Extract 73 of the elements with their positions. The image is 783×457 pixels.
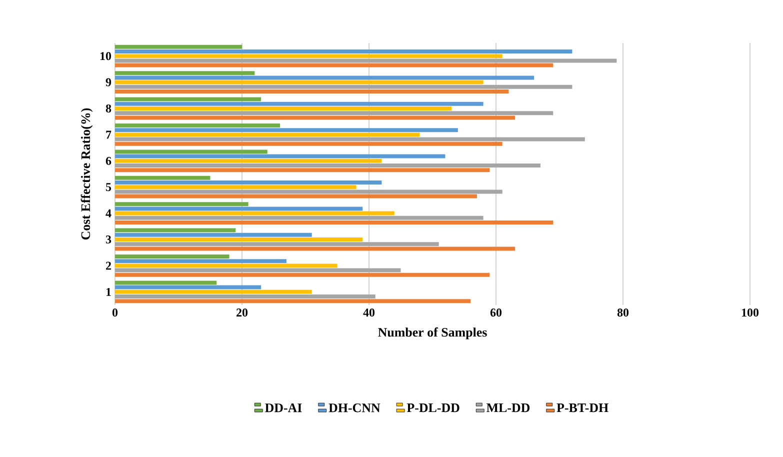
x-axis-title: Number of Samples [378,327,487,340]
bar [115,280,217,285]
bar [115,168,490,172]
bar [115,264,338,268]
bar [115,54,502,58]
bar [115,211,394,216]
bar [115,176,210,180]
bar [115,299,471,304]
bar [115,137,585,142]
bar [115,238,363,242]
bar [115,185,356,190]
bar [115,294,376,299]
bar [115,124,280,128]
bar [115,246,516,251]
bar [115,102,484,106]
bar [115,116,516,120]
bar [115,190,502,194]
bar [115,106,452,110]
legend-label: DH-CNN [328,404,380,412]
bar [115,268,401,272]
legend-label: P-BT-DH [556,404,608,412]
bar [115,84,572,89]
bar [115,80,484,84]
y-tick-label: 1 [106,288,111,296]
y-tick-label: 7 [106,130,112,139]
bar [115,49,572,54]
bar [115,290,312,294]
y-tick-label: 2 [106,262,111,270]
bar [115,194,477,198]
bar [115,216,484,220]
bar [115,76,534,80]
x-tick-label: 20 [236,308,248,317]
bar [115,254,230,259]
bar [115,272,490,277]
y-tick-label: 9 [106,78,112,86]
bar [115,63,554,68]
bar [115,142,502,146]
y-tick-label: 6 [106,156,112,165]
bar [115,128,458,132]
bar [115,58,617,63]
x-tick-label: 40 [363,308,375,317]
y-tick-label: 5 [106,183,112,192]
bar [115,220,554,224]
legend-label: DD-AI [265,404,302,412]
y-tick-label: 4 [106,209,112,218]
bar [115,259,286,264]
bar [115,97,262,102]
x-tick-label: 0 [112,308,118,317]
bar [115,111,554,116]
bar [115,89,509,94]
bar [115,232,312,237]
y-tick-label: 8 [106,104,112,113]
x-tick-label: 80 [617,308,629,317]
bar [115,71,255,76]
legend-label: P-DL-DD [406,404,460,412]
y-tick-label: 10 [100,52,112,60]
bar [115,206,363,211]
bar [115,285,262,290]
bar [115,132,420,137]
x-tick-label: 60 [490,308,502,317]
y-tick-label: 3 [106,235,112,244]
bar [115,158,382,163]
bar [115,150,268,154]
bar [115,180,382,184]
bar [115,154,446,158]
bar [115,242,439,246]
bar [115,202,248,206]
bar [115,44,242,49]
x-tick-label: 100 [742,308,759,317]
bar [115,228,236,232]
bar [115,164,540,168]
y-axis-title: Cost Effective Ratio(%) [80,108,93,240]
legend-label: ML-DD [486,404,530,412]
